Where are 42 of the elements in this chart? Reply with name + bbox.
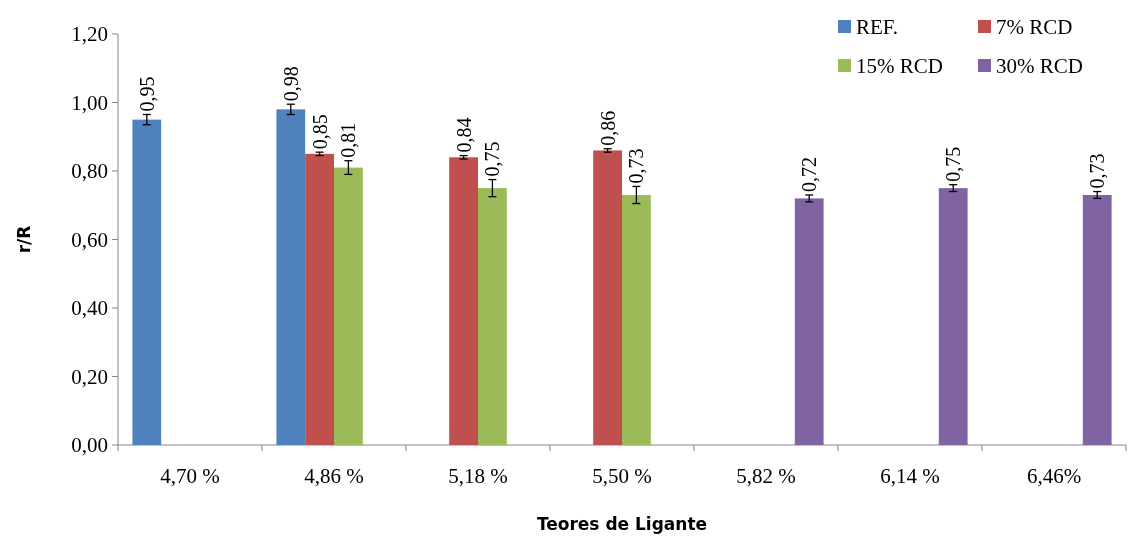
x-axis-title: Teores de Ligante [536,514,708,534]
bar [305,153,334,445]
data-label: 0,86 [596,110,619,146]
data-label: 0,81 [337,122,360,158]
data-label: 0,85 [308,114,331,150]
x-tick-label: 4,70 % [160,464,220,488]
data-label: 0,75 [942,146,965,182]
x-tick-label: 6,14 % [880,464,940,488]
x-tick-label: 4,86 % [304,464,364,488]
bar [132,119,162,445]
bar [622,194,651,445]
bar [593,150,622,445]
bar [478,188,507,445]
legend-label: 30% RCD [996,54,1083,79]
legend-label: 7% RCD [996,15,1073,40]
y-tick-label: 0,40 [71,296,108,321]
y-tick-label: 0,80 [71,159,108,184]
data-label: 0,98 [279,66,302,102]
y-tick-label: 0,60 [71,227,108,252]
bar [449,157,478,445]
x-tick-label: 6,46% [1026,464,1082,488]
x-tick-label: 5,18 % [448,464,508,488]
x-tick-label: 5,50 % [592,464,652,488]
y-tick-label: 0,00 [71,433,108,458]
data-label: 0,84 [452,117,475,153]
bar [276,109,306,445]
data-label: 0,75 [481,141,504,177]
bar [334,167,363,445]
y-tick-label: 0,20 [71,364,108,389]
bar [938,188,968,445]
legend-label: REF. [856,15,899,40]
legend-label: 15% RCD [856,54,943,79]
data-label: 0,72 [798,156,821,192]
y-tick-label: 1,00 [71,90,108,115]
y-tick-label: 1,20 [71,22,108,47]
data-label: 0,95 [135,76,158,112]
bar [1082,194,1112,445]
data-label: 0,73 [625,148,648,184]
data-label: 0,73 [1086,153,1109,189]
x-tick-label: 5,82 % [736,464,796,488]
y-axis-title: r/R [14,225,34,254]
bar [794,198,824,445]
